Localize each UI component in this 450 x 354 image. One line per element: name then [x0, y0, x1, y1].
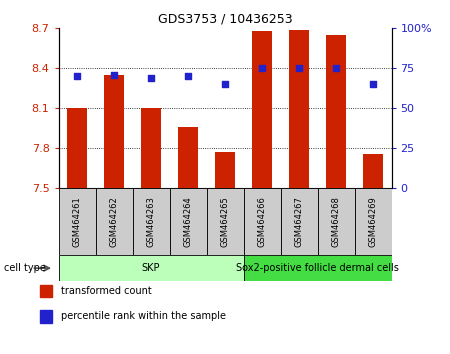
- Text: Sox2-positive follicle dermal cells: Sox2-positive follicle dermal cells: [236, 263, 399, 273]
- Point: [258, 65, 265, 71]
- Bar: [58, 255, 243, 281]
- Point: [148, 75, 155, 81]
- Bar: [207, 188, 243, 255]
- Bar: [170, 188, 207, 255]
- Point: [110, 72, 117, 77]
- Text: GSM464262: GSM464262: [109, 196, 118, 247]
- Text: transformed count: transformed count: [61, 286, 152, 296]
- Text: cell type: cell type: [4, 263, 46, 273]
- Bar: [355, 188, 392, 255]
- Bar: [67, 108, 87, 188]
- Bar: [363, 154, 383, 188]
- Bar: [132, 188, 170, 255]
- Text: GSM464261: GSM464261: [72, 196, 81, 247]
- Bar: [104, 75, 124, 188]
- Bar: [40, 285, 52, 297]
- Text: percentile rank within the sample: percentile rank within the sample: [61, 311, 226, 321]
- Bar: [318, 188, 355, 255]
- Bar: [178, 127, 198, 188]
- Point: [333, 65, 340, 71]
- Bar: [40, 310, 52, 323]
- Bar: [252, 31, 272, 188]
- Text: GSM464264: GSM464264: [184, 196, 193, 247]
- Point: [184, 73, 192, 79]
- Bar: [95, 188, 132, 255]
- Bar: [289, 30, 309, 188]
- Point: [221, 81, 229, 87]
- Bar: [243, 188, 280, 255]
- Point: [73, 73, 81, 79]
- Bar: [280, 188, 318, 255]
- Bar: [141, 108, 161, 188]
- Text: GSM464265: GSM464265: [220, 196, 230, 247]
- Text: GSM464269: GSM464269: [369, 196, 378, 247]
- Text: GSM464267: GSM464267: [294, 196, 303, 247]
- Title: GDS3753 / 10436253: GDS3753 / 10436253: [158, 13, 292, 26]
- Point: [369, 81, 377, 87]
- Text: GSM464266: GSM464266: [257, 196, 266, 247]
- Point: [295, 65, 302, 71]
- Bar: [215, 152, 235, 188]
- Bar: [243, 255, 392, 281]
- Text: GSM464263: GSM464263: [147, 196, 156, 247]
- Bar: [58, 188, 95, 255]
- Bar: [326, 35, 346, 188]
- Text: GSM464268: GSM464268: [332, 196, 341, 247]
- Text: SKP: SKP: [142, 263, 160, 273]
